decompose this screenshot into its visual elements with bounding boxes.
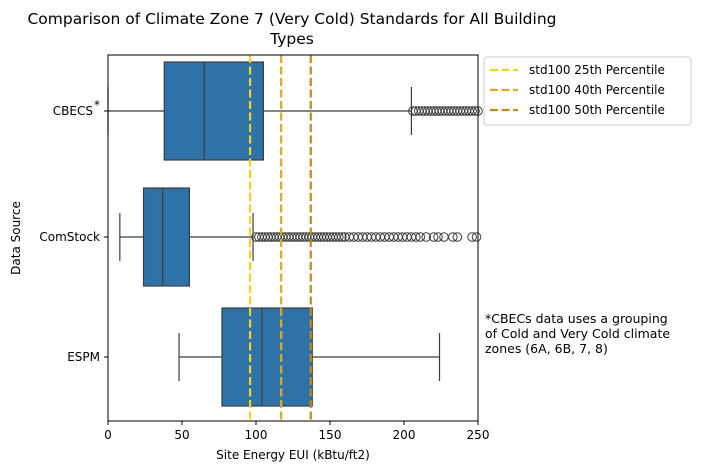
legend-label-2: std100 40th Percentile [529,83,665,97]
y-tick-label: ESPM [67,350,100,364]
outlier-point [411,232,421,242]
outlier-point [428,232,439,242]
legend-label-3: std100 50th Percentile [529,103,665,117]
outlier-point [334,232,344,242]
outlier-point [337,232,347,242]
iqr-box [221,307,313,407]
legend-box [483,56,692,126]
footnote-line-3: zones (6A, 6B, 7, 8) [485,341,608,356]
outlier-point [433,232,443,242]
box-cbecs [107,61,483,161]
x-tick-label: 0 [104,428,112,442]
chart-title: Comparison of Climate Zone 7 (Very Cold)… [27,10,556,48]
x-axis-label: Site Energy EUI (kBtu/ft2) [216,448,370,462]
outlier-point [467,232,477,242]
y-tick-label: CBECS [53,104,93,118]
outlier-point [452,232,463,242]
outlier-point [415,232,426,242]
iqr-box [163,61,265,161]
y-tick-label-mark: * [94,98,100,112]
title-line-1: Comparison of Climate Zone 7 (Very Cold)… [27,10,556,28]
outlier-point [467,106,477,116]
footnote-line-1: *CBECs data uses a grouping [485,311,668,326]
iqr-box [142,187,191,287]
x-tick-label: 150 [319,428,342,442]
plot-frame [107,54,479,422]
plot-area: 0 50 100 150 200 250 CBECS * ComStock ESPM Site En… [9,54,490,462]
outlier-point [448,232,458,242]
box-comstock [119,187,482,287]
y-axis-label: Data Source [9,201,23,275]
outlier-point [471,232,482,242]
title-line-2: Types [269,30,314,48]
x-tick-label: 250 [467,428,490,442]
box-espm [178,307,441,407]
outlier-point [470,106,480,116]
footnote-line-2: of Cold and Very Cold climate [485,326,670,341]
x-tick-label: 50 [174,428,189,442]
legend: std100 25th Percentile std100 40th Percen… [483,56,692,126]
legend-label-1: std100 25th Percentile [529,63,665,77]
y-tick-label: ComStock [39,230,100,244]
x-tick-label: 100 [245,428,268,442]
x-tick-label: 200 [393,428,416,442]
outlier-point [439,232,449,242]
outlier-point [421,232,432,242]
